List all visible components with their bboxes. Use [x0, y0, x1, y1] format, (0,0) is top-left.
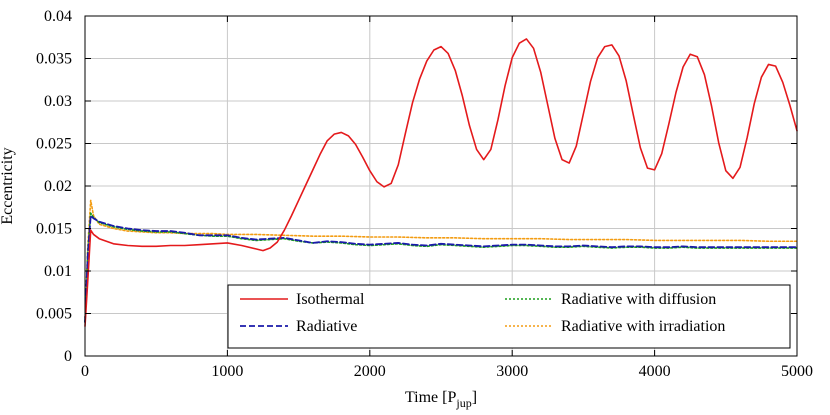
y-tick-label-8: 0.04 [44, 8, 72, 25]
series-line-1 [84, 214, 798, 323]
y-tick-label-2: 0.01 [44, 263, 72, 280]
series-line-0 [84, 38, 798, 328]
legend: Isothermal Radiative Radiative with diffus… [227, 284, 791, 349]
x-axis-label-subscript: jup [455, 396, 471, 410]
axis-ticks: 0 1000 2000 3000 4000 5000 0 0.005 0.01 0.015 0.02… [36, 8, 813, 380]
y-tick-label-3: 0.015 [36, 221, 72, 238]
y-tick-label-4: 0.02 [44, 178, 72, 195]
x-tick-label-3: 3000 [496, 363, 528, 380]
plot-series [84, 38, 798, 328]
y-tick-label-1: 0.005 [36, 306, 72, 323]
y-tick-label-5: 0.025 [36, 136, 72, 153]
legend-label-2: Radiative with diffusion [561, 291, 716, 308]
series-line-2 [84, 212, 798, 323]
series-line-3 [84, 199, 798, 323]
y-tick-label-6: 0.03 [44, 93, 72, 110]
x-tick-label-2: 2000 [354, 363, 386, 380]
x-axis-label-main: Time [P [405, 389, 457, 406]
x-tick-label-4: 4000 [639, 363, 671, 380]
y-tick-label-0: 0 [64, 348, 72, 365]
x-tick-label-5: 5000 [781, 363, 813, 380]
x-axis-label-end: ] [472, 389, 477, 406]
x-tick-label-0: 0 [81, 363, 89, 380]
y-axis-label: Eccentricity [0, 147, 16, 224]
legend-label-3: Radiative with irradiation [561, 318, 725, 335]
legend-label-0: Isothermal [296, 291, 365, 308]
legend-label-1: Radiative [296, 318, 357, 335]
axis-labels: Time [Pjup] Eccentricity [0, 147, 477, 410]
y-tick-label-7: 0.035 [36, 51, 72, 68]
x-axis-label: Time [Pjup] [405, 389, 477, 410]
legend-box [227, 284, 791, 349]
x-tick-label-1: 1000 [211, 363, 243, 380]
